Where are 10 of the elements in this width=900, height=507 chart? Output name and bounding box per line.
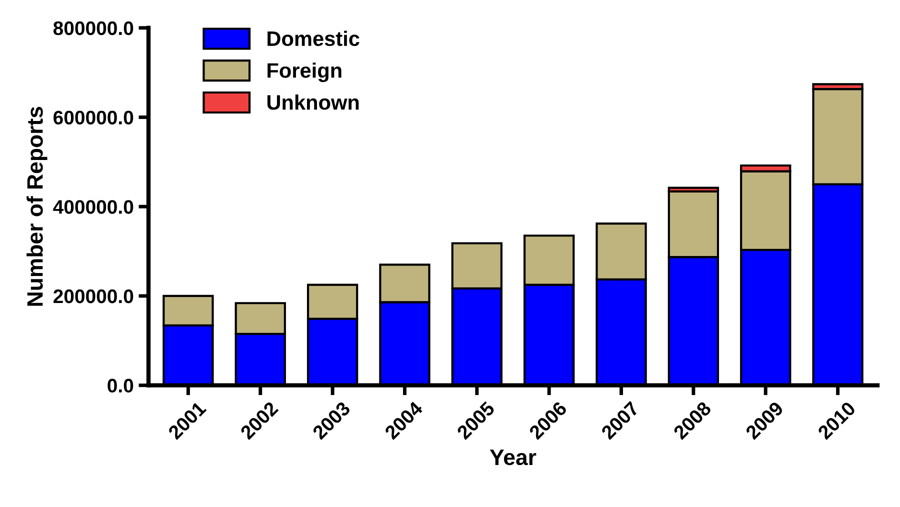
legend-label: Domestic bbox=[268, 30, 360, 46]
legend-label: Unknown bbox=[267, 94, 359, 110]
y-axis-title: Number of Reports bbox=[26, 106, 48, 306]
legend-label: Foreign bbox=[268, 62, 342, 82]
y-tick-label: 0.0 bbox=[108, 378, 134, 393]
y-tick-label: 600000.0 bbox=[54, 110, 134, 124]
y-tick-label: 400000.0 bbox=[53, 200, 134, 214]
y-tick-label: 800000.0 bbox=[53, 21, 134, 36]
y-tick-label: 200000.0 bbox=[54, 289, 134, 304]
x-axis-title: Year bbox=[490, 450, 536, 466]
